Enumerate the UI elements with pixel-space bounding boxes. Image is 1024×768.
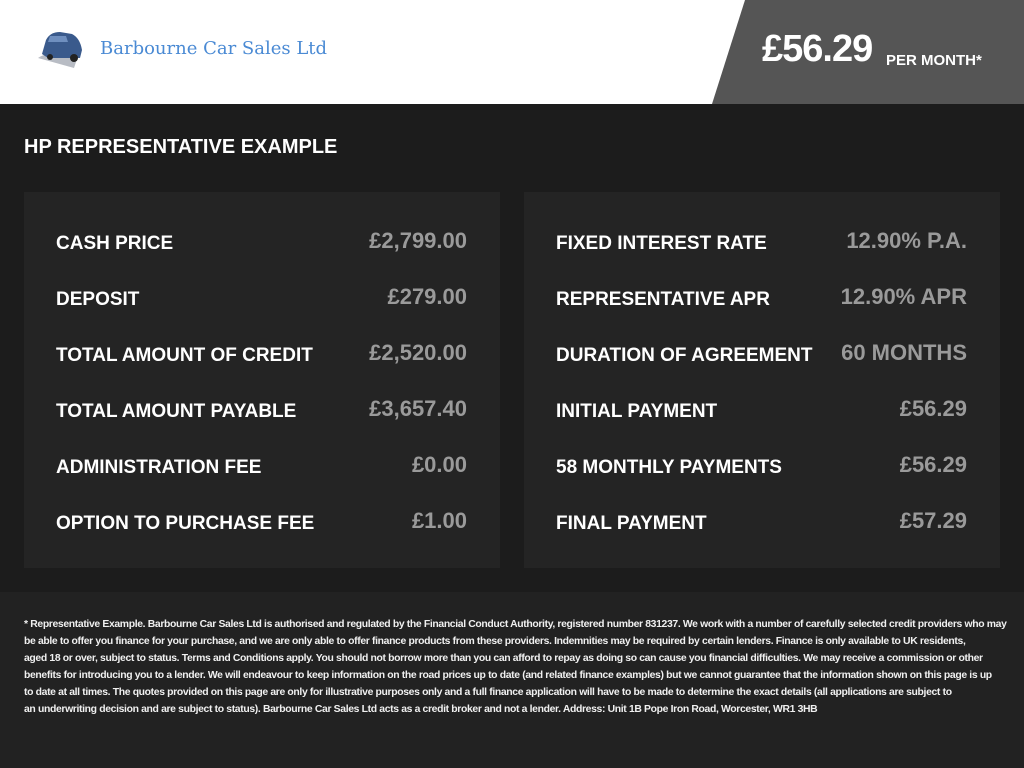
finance-panel-left: CASH PRICE £2,799.00 DEPOSIT £279.00 TOTAL… (24, 192, 500, 568)
row-value: £2,520.00 (369, 340, 467, 365)
row-value: £56.29 (899, 396, 967, 421)
finance-panel-right: FIXED INTEREST RATE 12.90% P.A. REPRESENT… (524, 192, 1000, 568)
row-label: ADMINISTRATION FEE (56, 457, 262, 478)
row-value: £1.00 (411, 508, 467, 533)
per-month-label: PER MONTH* (886, 52, 982, 69)
row-label: FINAL PAYMENT (556, 513, 707, 534)
row-value: £3,657.40 (369, 396, 467, 421)
finance-row: ADMINISTRATION FEE £0.00 (24, 444, 500, 500)
finance-row: OPTION TO PURCHASE FEE £1.00 (24, 500, 500, 556)
row-label: CASH PRICE (56, 233, 174, 254)
finance-row: INITIAL PAYMENT £56.29 (524, 388, 1000, 444)
row-value: 12.90% P.A. (846, 228, 967, 253)
row-label: OPTION TO PURCHASE FEE (56, 513, 315, 534)
disclaimer-line: benefits for introducing you to a lender… (24, 670, 992, 681)
disclaimer-line: * Representative Example. Barbourne Car … (24, 619, 1007, 630)
finance-row: REPRESENTATIVE APR 12.90% APR (524, 276, 1000, 332)
finance-row: TOTAL AMOUNT OF CREDIT £2,520.00 (24, 332, 500, 388)
row-value: 12.90% APR (840, 284, 967, 309)
row-label: REPRESENTATIVE APR (556, 289, 770, 310)
row-value: £2,799.00 (369, 228, 467, 253)
row-label: FIXED INTEREST RATE (556, 233, 767, 254)
section-title: HP REPRESENTATIVE EXAMPLE (24, 136, 338, 158)
row-label: DURATION OF AGREEMENT (556, 345, 813, 366)
finance-row: TOTAL AMOUNT PAYABLE £3,657.40 (24, 388, 500, 444)
row-value: £57.29 (899, 508, 967, 533)
car-logo-icon (38, 32, 82, 68)
row-label: 58 MONTHLY PAYMENTS (556, 457, 782, 478)
row-value: £56.29 (899, 452, 967, 477)
row-label: TOTAL AMOUNT OF CREDIT (56, 345, 313, 366)
header: Barbourne Car Sales Ltd £56.29 PER MONTH… (0, 0, 1024, 104)
brand-name: Barbourne Car Sales Ltd (100, 37, 328, 59)
monthly-price-box: £56.29 PER MONTH* (712, 0, 1024, 104)
finance-row: FIXED INTEREST RATE 12.90% P.A. (524, 220, 1000, 276)
disclaimer-line: an underwriting decision and are subject… (24, 704, 818, 715)
finance-row: FINAL PAYMENT £57.29 (524, 500, 1000, 556)
row-label: DEPOSIT (56, 289, 140, 310)
row-value: £279.00 (387, 284, 467, 309)
finance-row: DEPOSIT £279.00 (24, 276, 500, 332)
disclaimer-line: be able to offer you finance for your pu… (24, 636, 966, 647)
disclaimer-line: to date at all times. The quotes provide… (24, 687, 952, 698)
row-label: INITIAL PAYMENT (556, 401, 718, 422)
disclaimer: * Representative Example. Barbourne Car … (0, 592, 1024, 768)
disclaimer-line: aged 18 or over, subject to status. Term… (24, 653, 983, 664)
finance-row: DURATION OF AGREEMENT 60 MONTHS (524, 332, 1000, 388)
row-label: TOTAL AMOUNT PAYABLE (56, 401, 297, 422)
logo[interactable]: Barbourne Car Sales Ltd (36, 28, 327, 68)
finance-row: CASH PRICE £2,799.00 (24, 220, 500, 276)
row-value: £0.00 (411, 452, 467, 477)
row-value: 60 MONTHS (841, 340, 967, 365)
monthly-price: £56.29 (762, 28, 873, 70)
finance-row: 58 MONTHLY PAYMENTS £56.29 (524, 444, 1000, 500)
